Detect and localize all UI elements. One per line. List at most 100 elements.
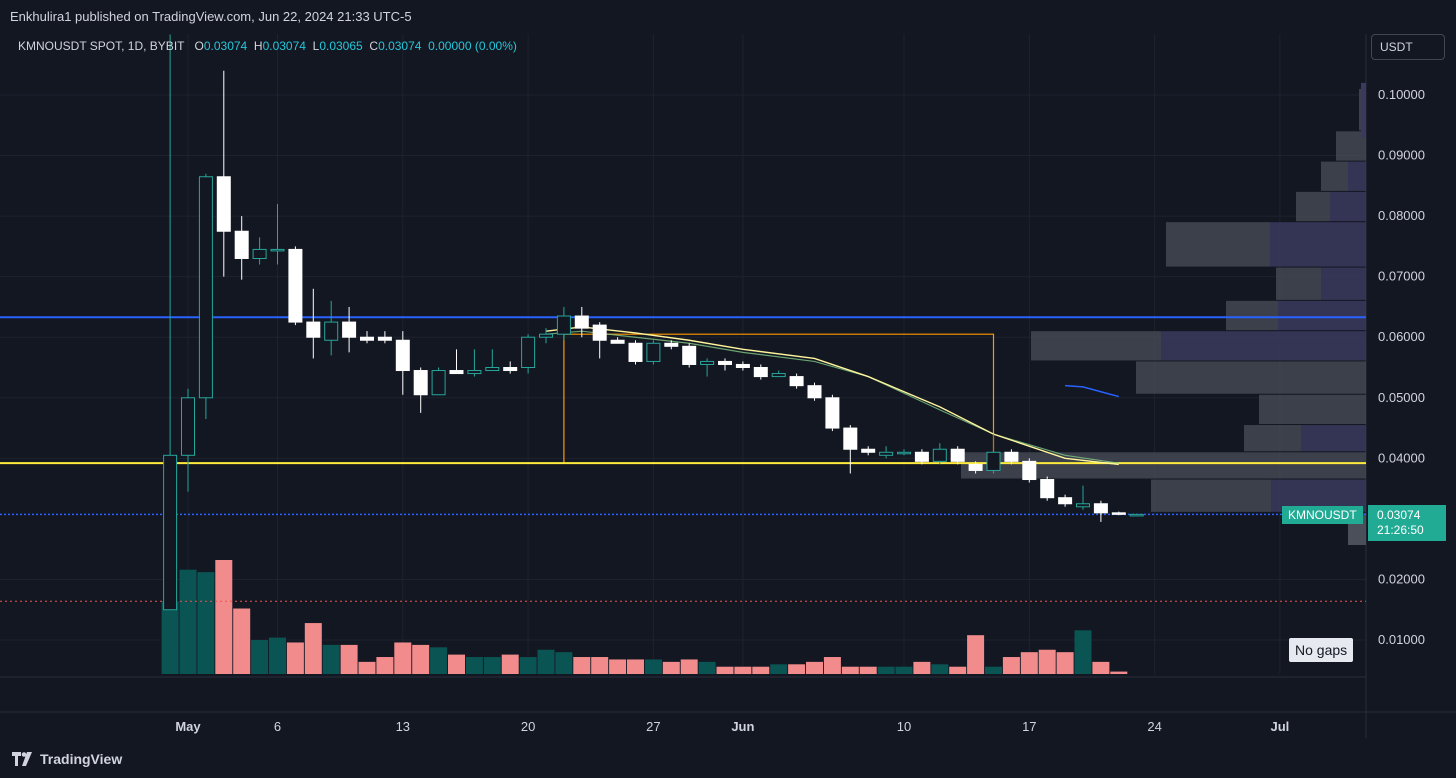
- volume-bar: [448, 654, 465, 674]
- legend-low: 0.03065: [319, 39, 363, 53]
- volume-bar: [806, 661, 823, 674]
- volume-bar: [752, 666, 770, 674]
- volume-bar: [967, 635, 985, 674]
- volume-bar: [1020, 652, 1038, 674]
- legend-open-label: O: [194, 39, 204, 53]
- candle-body: [700, 360, 715, 365]
- candle-body: [914, 451, 929, 462]
- volume-bar: [1056, 652, 1074, 674]
- volume-profile-bar-up: [1259, 394, 1366, 425]
- candle-body: [467, 370, 482, 375]
- grid: [0, 34, 1366, 674]
- volume-bar: [788, 664, 806, 674]
- orange-range-box: [563, 333, 995, 463]
- top-bar: Enkhulira1 published on TradingView.com,…: [0, 0, 1456, 34]
- candle-body: [270, 248, 285, 252]
- candle-body: [628, 342, 643, 362]
- volume-bar: [197, 572, 215, 674]
- x-tick-label: 10: [897, 719, 911, 734]
- volume-bar: [1074, 630, 1092, 674]
- volume-bar: [913, 661, 931, 674]
- volume-bar: [215, 560, 233, 674]
- volume-bar: [286, 642, 304, 674]
- x-tick-label: 20: [521, 719, 535, 734]
- volume-profile-bar-up: [961, 452, 1366, 479]
- volume-bar: [716, 666, 734, 674]
- legend-high: 0.03074: [262, 39, 306, 53]
- candle-body: [252, 248, 267, 260]
- volume-bar: [823, 657, 841, 674]
- volume-bar: [322, 644, 340, 674]
- volume-profile-bar-up: [1166, 222, 1270, 267]
- candle-body: [413, 370, 428, 396]
- volume-bar: [394, 642, 412, 674]
- candle-body: [324, 321, 339, 341]
- volume-bar: [430, 647, 448, 674]
- volume-profile-bar-up: [1151, 479, 1271, 512]
- x-tick-label: 17: [1022, 719, 1036, 734]
- x-tick-label: May: [175, 719, 201, 734]
- candle-body: [843, 427, 858, 450]
- candle-body: [556, 315, 571, 335]
- volume-profile-bar-down: [1161, 331, 1366, 361]
- y-tick-label: 0.06000: [1378, 329, 1425, 344]
- volume-bar: [1110, 671, 1128, 674]
- candle-body: [825, 397, 840, 429]
- volume-bar: [269, 637, 286, 674]
- legend-open: 0.03074: [203, 39, 248, 53]
- volume-profile-bar-up: [1244, 425, 1301, 452]
- candle-body: [968, 463, 983, 471]
- volume-profile-bar-up: [1276, 267, 1321, 300]
- x-tick-label: 27: [646, 719, 660, 734]
- volume-profile-bar-up: [1296, 191, 1330, 222]
- candle-body: [1093, 503, 1108, 514]
- volume-bar: [465, 657, 483, 674]
- candle-body: [1076, 503, 1090, 508]
- volume-bar: [376, 657, 394, 674]
- candle-body: [181, 397, 195, 456]
- volume-bar: [949, 666, 967, 674]
- volume-profile-bar-up: [1031, 331, 1161, 361]
- candle-body: [234, 230, 249, 259]
- candle-body: [897, 451, 911, 455]
- ma-green-line: [545, 330, 1119, 464]
- candle-body: [718, 360, 732, 365]
- y-tick-label: 0.07000: [1378, 269, 1425, 284]
- y-tick-label: 0.01000: [1378, 632, 1425, 647]
- candle-body: [789, 376, 804, 387]
- tradingview-logo[interactable]: TradingView: [12, 751, 122, 767]
- legend-symbol: KMNOUSDT SPOT, 1D, BYBIT: [18, 39, 185, 53]
- volume-profile-bar-up: [1321, 161, 1348, 191]
- tradingview-logo-icon: [12, 752, 32, 766]
- y-tick-label: 0.10000: [1378, 87, 1425, 102]
- volume-bar: [179, 569, 197, 674]
- volume-profile-bar-down: [1270, 222, 1366, 267]
- candle-body: [449, 370, 464, 375]
- tradingview-brand: TradingView: [40, 751, 123, 767]
- x-tick-label: 24: [1147, 719, 1161, 734]
- legend-close-label: C: [369, 39, 379, 53]
- x-tick-label: 13: [396, 719, 410, 734]
- candle-body: [306, 321, 321, 338]
- legend-high-label: H: [253, 39, 263, 53]
- candle-body: [1022, 460, 1037, 481]
- candle-body: [574, 315, 589, 329]
- last-price-ticker-label: KMNOUSDT: [1282, 506, 1363, 524]
- volume-bar: [698, 661, 716, 674]
- ma-blue-line: [1065, 384, 1119, 398]
- candle-body: [807, 385, 822, 399]
- currency-selector[interactable]: USDT: [1371, 34, 1445, 60]
- volume-profile-bar-up: [1136, 361, 1366, 394]
- candle-body: [932, 448, 947, 462]
- candle-body: [198, 176, 213, 399]
- candle-body: [610, 339, 625, 344]
- candle-body: [485, 367, 500, 372]
- volume-bar: [1092, 661, 1110, 674]
- chart-area[interactable]: 0.10000 0.09000 0.08000 0.07000 0.06000 0.050…: [0, 34, 1456, 738]
- price-chart-svg[interactable]: 0.10000 0.09000 0.08000 0.07000 0.06000 0.050…: [0, 34, 1456, 738]
- volume-bar: [233, 608, 251, 674]
- no-gaps-badge[interactable]: No gaps: [1289, 638, 1354, 662]
- y-tick-label: 0.02000: [1378, 571, 1425, 586]
- volume-bar: [501, 654, 519, 674]
- volume-bar: [985, 666, 1002, 674]
